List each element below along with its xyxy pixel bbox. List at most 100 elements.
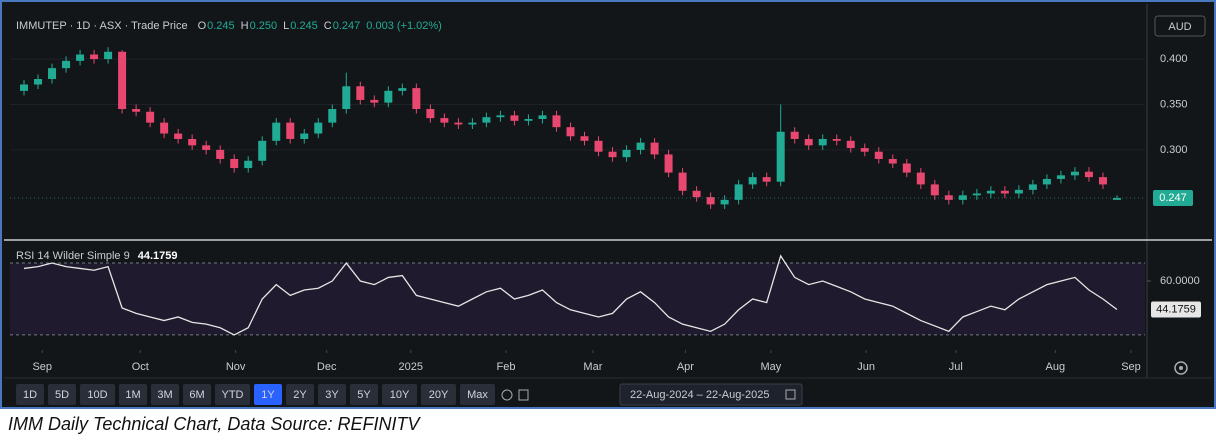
range-button-label[interactable]: 3M xyxy=(157,389,172,401)
range-button[interactable] xyxy=(286,384,314,405)
candle-body xyxy=(972,193,981,196)
range-button[interactable] xyxy=(350,384,378,405)
candle-body xyxy=(34,79,43,85)
range-button-label[interactable]: 10D xyxy=(87,389,107,401)
candle-body xyxy=(384,90,393,103)
x-tick-label: May xyxy=(760,361,781,373)
range-button-label[interactable]: Max xyxy=(467,389,488,401)
candle-body xyxy=(174,133,183,139)
range-button[interactable] xyxy=(16,384,44,405)
candle-body xyxy=(846,140,855,149)
range-button-label[interactable]: 1M xyxy=(125,389,140,401)
x-tick-label: Jun xyxy=(857,361,875,373)
quote-value: 0.245 xyxy=(290,20,318,32)
chart-title: IMMUTEP · 1D · ASX · Trade Price xyxy=(16,20,188,32)
calendar-icon[interactable] xyxy=(785,389,796,400)
candle-body xyxy=(510,115,519,121)
x-tick-label: Oct xyxy=(132,361,149,373)
range-button[interactable] xyxy=(318,384,346,405)
quote-label: O xyxy=(198,20,207,32)
candle-body xyxy=(678,172,687,191)
x-tick-label: Jul xyxy=(949,361,963,373)
candle-body xyxy=(720,199,729,205)
x-tick-label: Sep xyxy=(1121,361,1141,373)
candle-body xyxy=(328,109,337,123)
x-tick-label: Aug xyxy=(1046,361,1066,373)
y-tick-label: 0.300 xyxy=(1160,144,1188,156)
range-button[interactable] xyxy=(460,384,495,405)
candle-body xyxy=(132,109,141,112)
range-button-label[interactable]: YTD xyxy=(222,389,244,401)
range-button[interactable] xyxy=(80,384,115,405)
x-tick-label: Nov xyxy=(226,361,246,373)
range-button-label[interactable]: 6M xyxy=(189,389,204,401)
x-tick-label: Dec xyxy=(317,361,337,373)
date-range[interactable]: 22-Aug-2024 – 22-Aug-2025 xyxy=(630,389,769,401)
candle-body xyxy=(426,109,435,119)
candle-body xyxy=(146,111,155,123)
currency[interactable]: AUD xyxy=(1168,21,1191,33)
rsi-line xyxy=(23,254,1118,336)
range-button[interactable] xyxy=(254,384,282,405)
settings-icon[interactable] xyxy=(1174,361,1188,375)
candle-body xyxy=(1056,175,1065,179)
rsi-band-fill xyxy=(10,263,1145,335)
candle-body xyxy=(608,151,617,158)
candle-body xyxy=(790,131,799,139)
candle-body xyxy=(622,149,631,158)
candle-body xyxy=(300,133,309,139)
x-tick-label: Sep xyxy=(32,361,52,373)
candle-body xyxy=(272,122,281,141)
range-button-label[interactable]: 10Y xyxy=(390,389,410,401)
candle-body xyxy=(370,99,379,103)
candle-body xyxy=(104,51,113,60)
candle-body xyxy=(762,177,771,182)
range-button-label[interactable]: 1D xyxy=(23,389,37,401)
candle-body xyxy=(62,60,71,69)
range-button[interactable] xyxy=(215,384,250,405)
compare-icon[interactable] xyxy=(501,389,513,401)
candle-body xyxy=(916,172,925,185)
range-button[interactable] xyxy=(119,384,147,405)
range-button-label[interactable]: 1Y xyxy=(261,389,275,401)
range-button-label[interactable]: 20Y xyxy=(429,389,449,401)
last-price-label: 0.247 xyxy=(1159,192,1187,204)
candle-body xyxy=(90,54,99,60)
quote-label: L xyxy=(283,20,289,32)
candle-body xyxy=(818,138,827,146)
date-range-box[interactable] xyxy=(619,383,803,406)
frame xyxy=(0,0,1216,409)
range-button[interactable] xyxy=(421,384,456,405)
candle-body xyxy=(342,86,351,110)
range-button[interactable] xyxy=(48,384,76,405)
candle-body xyxy=(76,54,85,61)
range-button-label[interactable]: 5D xyxy=(55,389,69,401)
candle-body xyxy=(552,115,561,128)
candle-body xyxy=(524,119,533,121)
x-tick-label: 2025 xyxy=(399,361,423,373)
candle-body xyxy=(860,148,869,152)
candle-body xyxy=(188,138,197,146)
candle-body xyxy=(636,142,645,150)
candle-body xyxy=(258,140,267,161)
range-button[interactable] xyxy=(382,384,417,405)
range-button[interactable] xyxy=(151,384,179,405)
candle-body xyxy=(888,158,897,164)
range-button-label[interactable]: 5Y xyxy=(357,389,371,401)
currency-box[interactable] xyxy=(1154,15,1206,37)
candle-body xyxy=(650,142,659,155)
rsi-title: RSI 14 Wilder Simple 9 xyxy=(16,250,130,262)
x-tick-label: Apr xyxy=(677,361,694,373)
quote-change: 0.003 (+1.02%) xyxy=(366,20,442,32)
quote-label: H xyxy=(241,20,249,32)
range-button-label[interactable]: 2Y xyxy=(293,389,307,401)
candle-body xyxy=(202,145,211,150)
table-icon[interactable] xyxy=(518,389,529,401)
range-button-label[interactable]: 3Y xyxy=(325,389,339,401)
candle-body xyxy=(776,131,785,182)
candle-body xyxy=(440,118,449,123)
candle-body xyxy=(1070,171,1079,176)
candle-body xyxy=(1014,189,1023,194)
range-button[interactable] xyxy=(183,384,211,405)
